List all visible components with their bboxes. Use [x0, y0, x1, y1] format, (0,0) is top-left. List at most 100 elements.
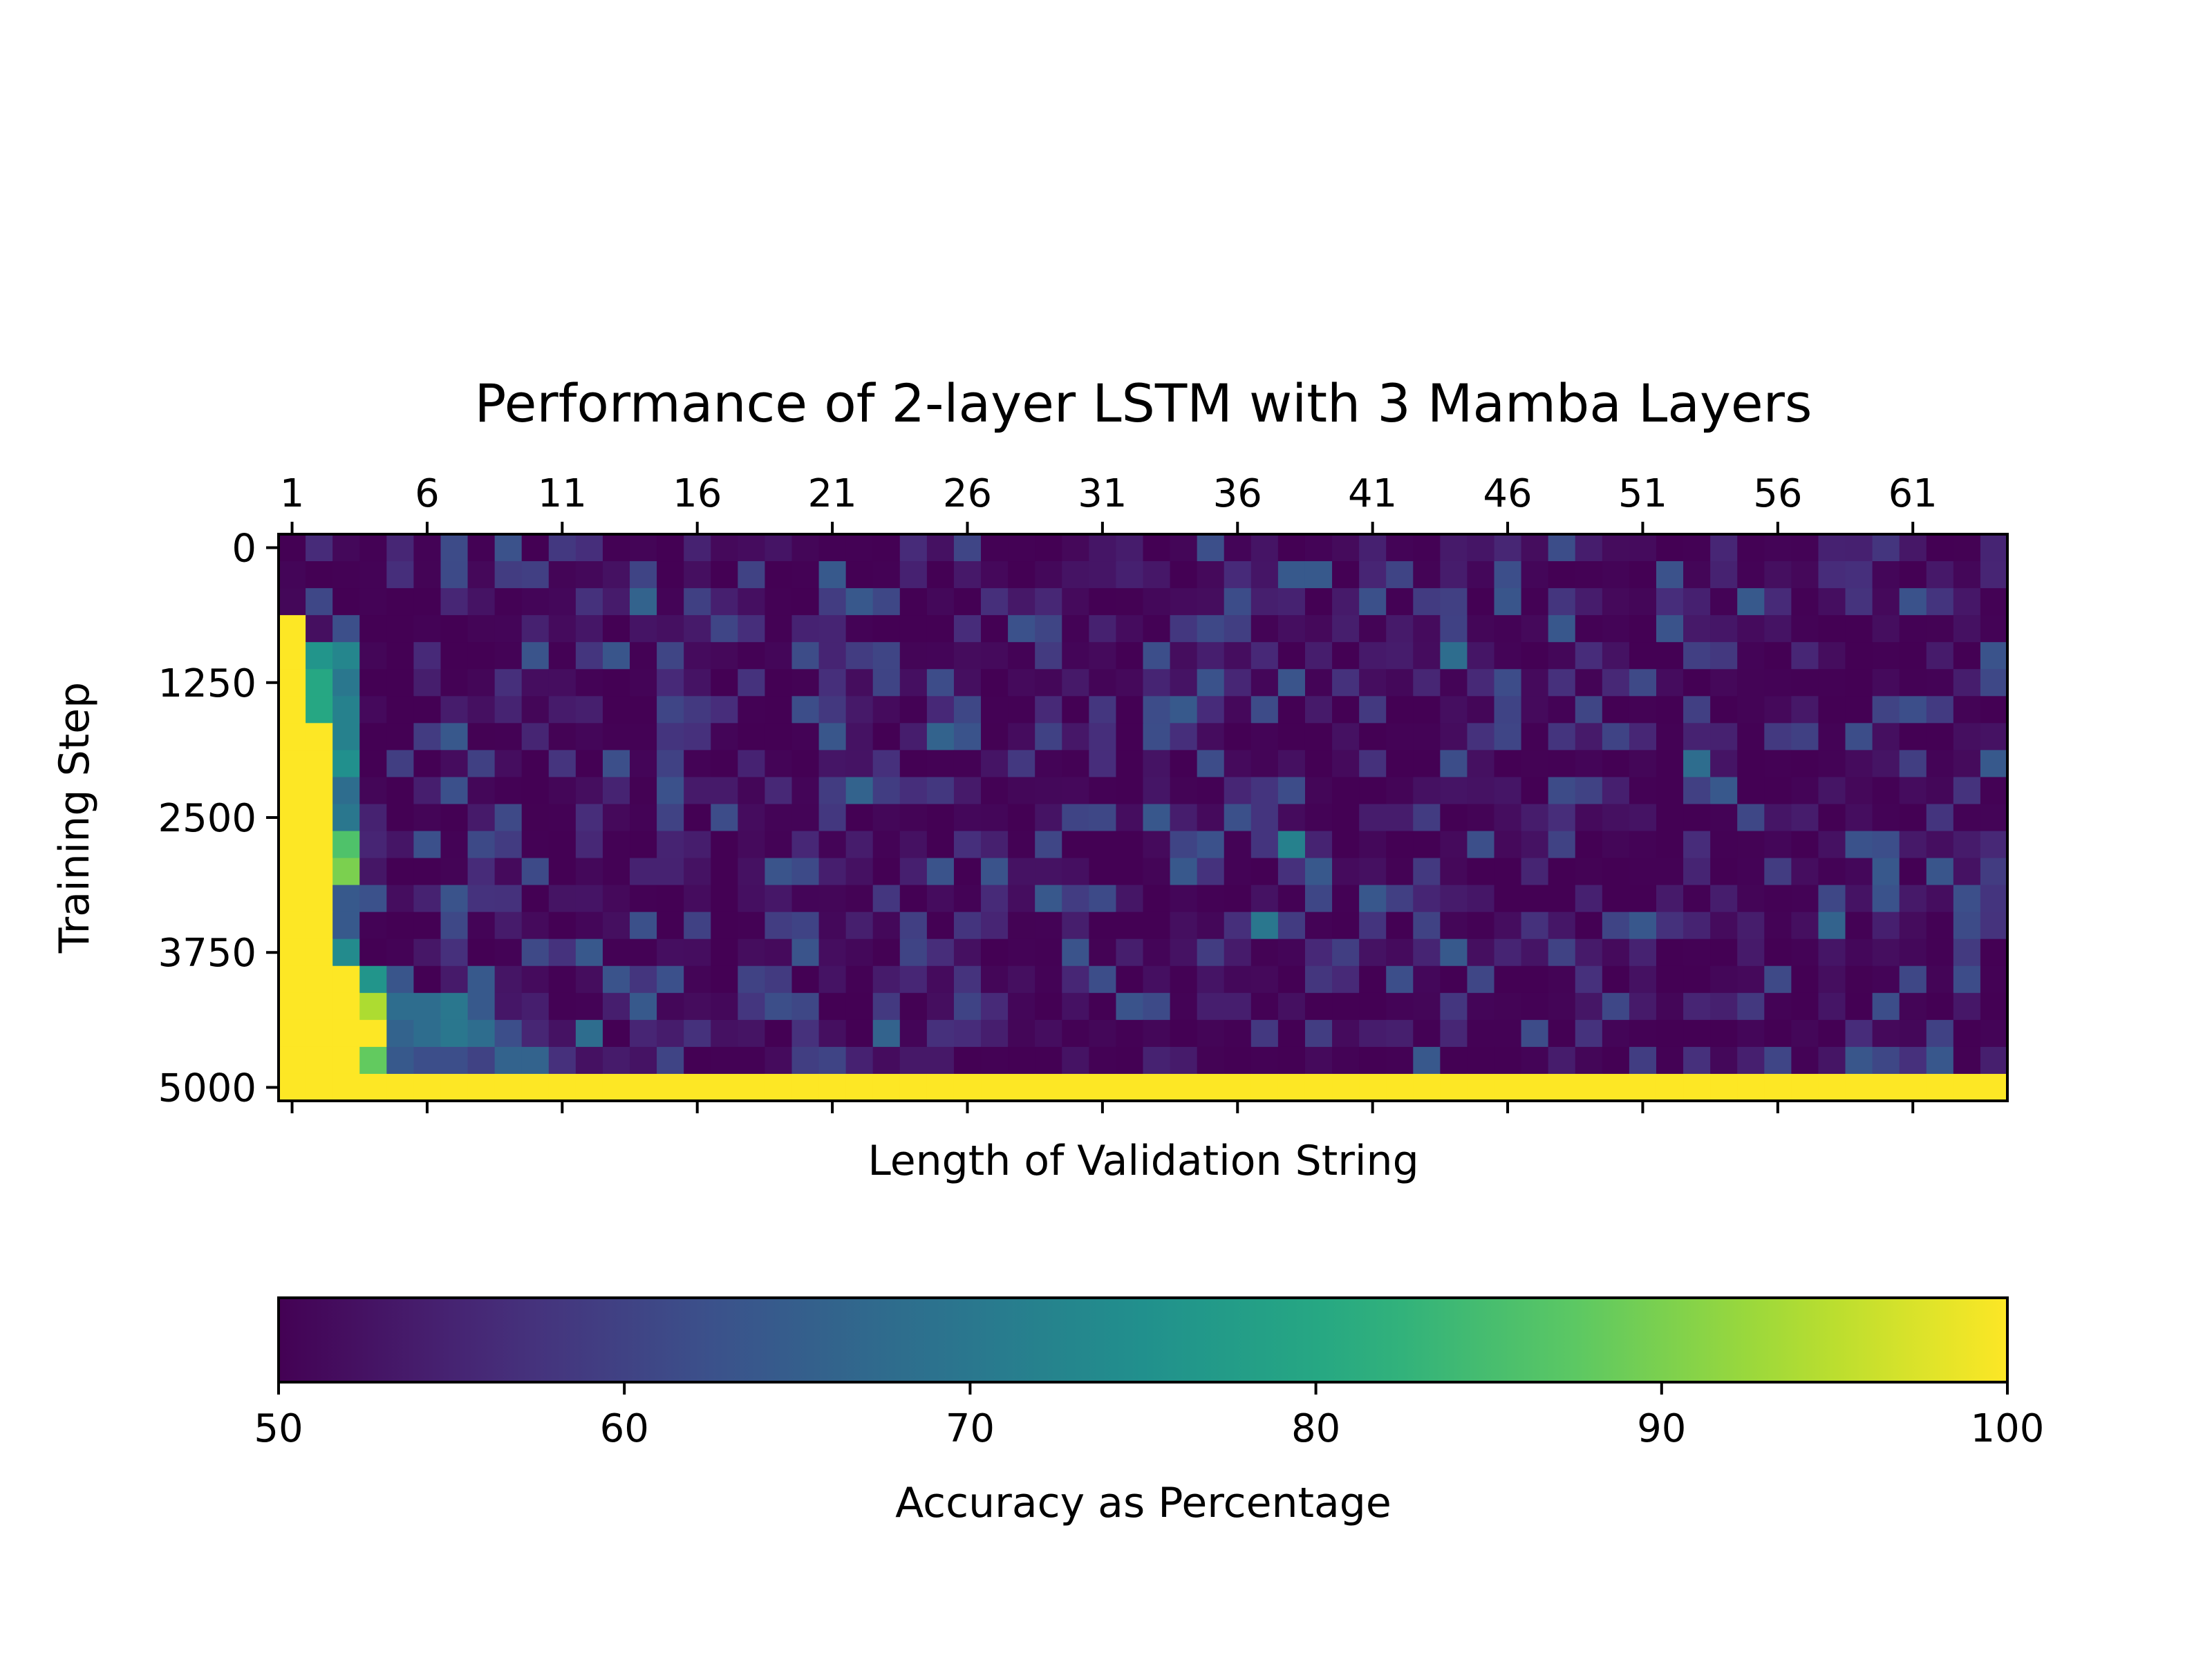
heatmap-cell: [332, 1073, 360, 1102]
heatmap-cell: [1521, 912, 1549, 940]
heatmap-cell: [1548, 885, 1576, 913]
heatmap-cell: [521, 992, 550, 1021]
heatmap-cell: [413, 965, 442, 994]
heatmap-cell: [332, 777, 360, 805]
heatmap-cell: [899, 750, 928, 778]
heatmap-cell: [575, 831, 603, 859]
heatmap-cell: [791, 992, 820, 1021]
heatmap-cell: [845, 1073, 874, 1102]
x-axis-ticks: 1 6 11 16 21 26 31 36 41 46 51 56 61: [280, 471, 1938, 1113]
heatmap-cell: [521, 588, 550, 616]
heatmap-cell: [1818, 831, 1846, 859]
heatmap-cell: [1143, 777, 1171, 805]
heatmap-cell: [1872, 858, 1900, 886]
heatmap-cell: [575, 992, 603, 1021]
heatmap-cell: [926, 669, 955, 697]
heatmap-cell: [1926, 561, 1954, 589]
heatmap-cell: [872, 858, 901, 886]
heatmap-cell: [494, 938, 523, 967]
heatmap-cell: [1116, 561, 1144, 589]
heatmap-cell: [1440, 615, 1468, 643]
heatmap-cell: [1818, 615, 1846, 643]
heatmap-cell: [1386, 965, 1414, 994]
heatmap-cell: [926, 696, 955, 724]
heatmap-cell: [1062, 696, 1089, 724]
heatmap-cell: [899, 1073, 928, 1102]
heatmap-cell: [548, 831, 577, 859]
heatmap-cell: [981, 669, 1009, 697]
heatmap-cell: [1116, 831, 1144, 859]
heatmap-cell: [1467, 885, 1495, 913]
heatmap-cell: [440, 938, 469, 967]
heatmap-cell: [1224, 885, 1252, 913]
heatmap-cell: [1413, 534, 1441, 562]
heatmap-cell: [1899, 588, 1927, 616]
heatmap-cell: [1602, 858, 1630, 886]
heatmap-cell: [1953, 669, 1981, 697]
heatmap-cell: [1926, 1046, 1954, 1075]
heatmap-cell: [359, 669, 387, 697]
heatmap-cell: [765, 777, 793, 805]
heatmap-cell: [575, 1073, 603, 1102]
heatmap-cell: [1899, 885, 1927, 913]
heatmap-cell: [1332, 534, 1360, 562]
heatmap-cell: [1008, 1046, 1035, 1075]
heatmap-cell: [1980, 1073, 2008, 1102]
heatmap-cell: [1845, 642, 1873, 670]
heatmap-cell: [1008, 561, 1035, 589]
heatmap-cell: [1089, 804, 1117, 832]
heatmap-cell: [575, 804, 603, 832]
heatmap-cell: [738, 1046, 766, 1075]
heatmap-cell: [521, 1019, 550, 1048]
heatmap-cell: [1899, 912, 1927, 940]
heatmap-cell: [1170, 1046, 1198, 1075]
heatmap-cell: [1062, 723, 1089, 750]
heatmap-cell: [1764, 534, 1792, 562]
heatmap-cell: [1008, 723, 1035, 750]
heatmap-cell: [1494, 965, 1522, 994]
heatmap-cell: [1304, 831, 1333, 859]
heatmap-cell: [1548, 858, 1576, 886]
heatmap-cell: [684, 615, 711, 643]
heatmap-cell: [1089, 858, 1117, 886]
heatmap-cell: [845, 696, 874, 724]
x-tick-label: 36: [1213, 471, 1262, 516]
heatmap-cell: [1277, 534, 1306, 562]
heatmap-cell: [494, 965, 523, 994]
heatmap-cell: [981, 858, 1009, 886]
heatmap-cell: [765, 938, 793, 967]
heatmap-cell: [413, 615, 442, 643]
heatmap-cell: [765, 885, 793, 913]
heatmap-cell: [1818, 534, 1846, 562]
heatmap-cell: [1710, 965, 1738, 994]
heatmap-cell: [359, 696, 387, 724]
heatmap-cell: [791, 777, 820, 805]
heatmap-cell: [1277, 965, 1306, 994]
heatmap-cell: [1170, 777, 1198, 805]
heatmap-cell: [1386, 696, 1414, 724]
heatmap-cell: [711, 858, 738, 886]
heatmap-cell: [1899, 669, 1927, 697]
heatmap-cell: [467, 1046, 496, 1075]
heatmap-cell: [1818, 858, 1846, 886]
heatmap-cell: [1791, 750, 1819, 778]
heatmap-cell: [1250, 723, 1279, 750]
heatmap-cell: [981, 642, 1009, 670]
heatmap-cell: [1332, 561, 1360, 589]
heatmap-cell: [1116, 723, 1144, 750]
heatmap-cell: [1089, 885, 1117, 913]
heatmap-cell: [1467, 1073, 1495, 1102]
heatmap-cell: [1629, 669, 1657, 697]
heatmap-cell: [1304, 965, 1333, 994]
heatmap-cell: [1899, 750, 1927, 778]
heatmap-cell: [1872, 750, 1900, 778]
heatmap-cell: [413, 750, 442, 778]
heatmap-cell: [1062, 804, 1089, 832]
heatmap-cell: [548, 965, 577, 994]
heatmap-cell: [1629, 965, 1657, 994]
heatmap-cell: [1791, 938, 1819, 967]
heatmap-cell: [1656, 1019, 1684, 1048]
heatmap-cell: [602, 588, 630, 616]
heatmap-cell: [413, 1073, 442, 1102]
heatmap-cell: [1386, 669, 1414, 697]
